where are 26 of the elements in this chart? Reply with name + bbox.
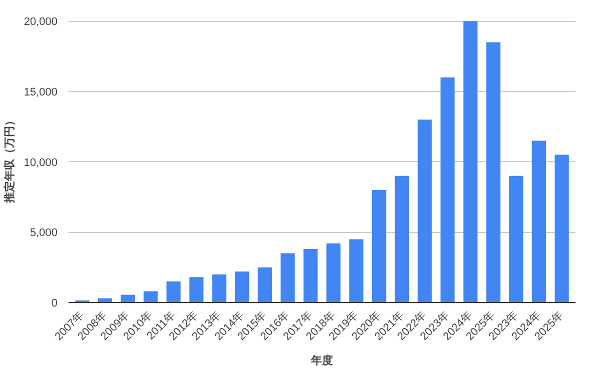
y-tick-label: 0: [51, 298, 58, 310]
bar: [463, 21, 478, 302]
bar: [440, 77, 455, 302]
bar: [212, 274, 226, 302]
bar: [304, 249, 318, 302]
y-tick-label: 5,000: [30, 227, 58, 240]
bar: [258, 267, 272, 302]
bar: [234, 272, 250, 302]
bar: [486, 42, 500, 302]
bar: [509, 176, 524, 302]
bar: [280, 253, 295, 302]
bar: [189, 277, 204, 302]
y-tick-label: 15,000: [24, 86, 58, 98]
bar: [418, 120, 432, 302]
y-axis-title: 推定年収（万円）: [2, 115, 16, 204]
y-tick-label: 20,000: [24, 16, 58, 28]
y-tick-label: 10,000: [24, 156, 58, 169]
bar: [554, 154, 569, 302]
bar: [166, 281, 181, 302]
x-axis-title: 年度: [310, 354, 333, 368]
bar: [326, 243, 340, 302]
bar: [372, 190, 386, 302]
bar: [144, 291, 158, 302]
bar: [394, 176, 410, 302]
bar: [532, 140, 546, 302]
bar: [349, 239, 364, 302]
